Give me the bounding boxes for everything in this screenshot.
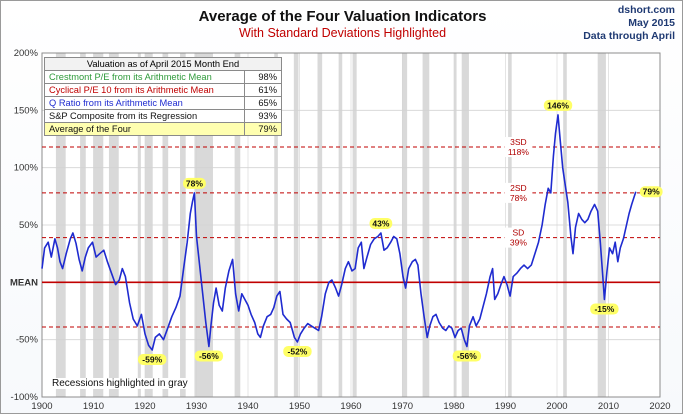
x-tick-label: 2020 bbox=[649, 401, 670, 412]
source-site: dshort.com bbox=[617, 4, 675, 16]
table-row: Crestmont P/E from its Arithmetic Mean 98… bbox=[44, 70, 282, 84]
y-tick-label: 100% bbox=[14, 163, 39, 174]
x-tick-label: 2000 bbox=[546, 401, 567, 412]
table-row-value: 98% bbox=[244, 70, 282, 84]
x-tick-label: 1980 bbox=[443, 401, 464, 412]
callout-label: -56% bbox=[457, 351, 477, 361]
x-tick-label: 1930 bbox=[186, 401, 207, 412]
sd-label-bg bbox=[504, 182, 533, 203]
x-tick-label: 1970 bbox=[392, 401, 413, 412]
callout-label: 78% bbox=[186, 178, 203, 188]
callout-label: -15% bbox=[594, 304, 614, 314]
source-date: May 2015 bbox=[628, 17, 675, 29]
x-tick-label: 1900 bbox=[31, 401, 52, 412]
callout-label: -56% bbox=[199, 351, 219, 361]
y-tick-label: -100% bbox=[11, 392, 39, 403]
valuation-line bbox=[41, 114, 637, 351]
table-row-value: 79% bbox=[244, 122, 282, 136]
callout-label: 146% bbox=[547, 100, 569, 110]
sd-label-bg bbox=[504, 227, 533, 248]
callout-bg bbox=[369, 218, 393, 230]
callout-label: -52% bbox=[288, 346, 308, 356]
callout-bg bbox=[639, 186, 663, 198]
table-row-value: 65% bbox=[244, 96, 282, 110]
table-row-value: 93% bbox=[244, 109, 282, 123]
sd-label-top: 2SD bbox=[510, 183, 527, 193]
table-row-label: Crestmont P/E from its Arithmetic Mean bbox=[44, 70, 245, 84]
table-row-label: Q Ratio from its Arithmetic Mean bbox=[44, 96, 245, 110]
callout-label: 43% bbox=[372, 219, 389, 229]
table-row-label: Average of the Four bbox=[44, 122, 245, 136]
table-header: Valuation as of April 2015 Month End bbox=[44, 57, 282, 71]
table-row: Q Ratio from its Arithmetic Mean 65% bbox=[44, 96, 282, 110]
x-tick-label: 1910 bbox=[83, 401, 104, 412]
callout-bg bbox=[452, 350, 482, 362]
chart-subtitle: With Standard Deviations Highlighted bbox=[238, 26, 447, 40]
x-tick-label: 2010 bbox=[598, 401, 619, 412]
valuation-table: Valuation as of April 2015 Month End Cre… bbox=[44, 57, 282, 136]
x-tick-label: 1950 bbox=[289, 401, 310, 412]
table-row-label: Cyclical P/E 10 from its Arithmetic Mean bbox=[44, 83, 245, 97]
table-row-label: S&P Composite from its Regression bbox=[44, 109, 245, 123]
callout-bg bbox=[590, 303, 619, 315]
x-tick-label: 1920 bbox=[134, 401, 155, 412]
callout-bg bbox=[183, 177, 206, 189]
table-row: Cyclical P/E 10 from its Arithmetic Mean… bbox=[44, 83, 282, 97]
sd-label-top: SD bbox=[512, 228, 524, 238]
table-row-value: 61% bbox=[244, 83, 282, 97]
table-row: S&P Composite from its Regression 93% bbox=[44, 109, 282, 123]
source-data-through: Data through April bbox=[583, 30, 675, 42]
callout-bg bbox=[543, 99, 573, 111]
chart-title: Average of the Four Valuation Indicators bbox=[198, 8, 487, 25]
table-row-average: Average of the Four 79% bbox=[44, 122, 282, 136]
callout-bg bbox=[194, 350, 224, 362]
y-tick-label: MEAN bbox=[10, 277, 38, 288]
callout-label: 79% bbox=[643, 187, 660, 197]
sd-label-bottom: 39% bbox=[510, 238, 527, 248]
x-tick-label: 1940 bbox=[237, 401, 258, 412]
sd-label-top: 3SD bbox=[510, 137, 527, 147]
recession-note: Recessions highlighted in gray bbox=[52, 378, 188, 389]
callout-bg bbox=[283, 345, 312, 357]
callout-bg bbox=[138, 353, 167, 365]
y-tick-label: -50% bbox=[16, 335, 39, 346]
callout-label: -59% bbox=[142, 354, 162, 364]
y-tick-label: 150% bbox=[14, 105, 39, 116]
sd-label-bottom: 118% bbox=[508, 147, 530, 157]
y-tick-label: 50% bbox=[19, 220, 39, 231]
sd-label-bottom: 78% bbox=[510, 193, 527, 203]
y-tick-label: 200% bbox=[14, 48, 39, 59]
plot-border bbox=[41, 52, 661, 398]
x-tick-label: 1990 bbox=[495, 401, 516, 412]
sd-label-bg bbox=[504, 137, 533, 158]
x-tick-label: 1960 bbox=[340, 401, 361, 412]
